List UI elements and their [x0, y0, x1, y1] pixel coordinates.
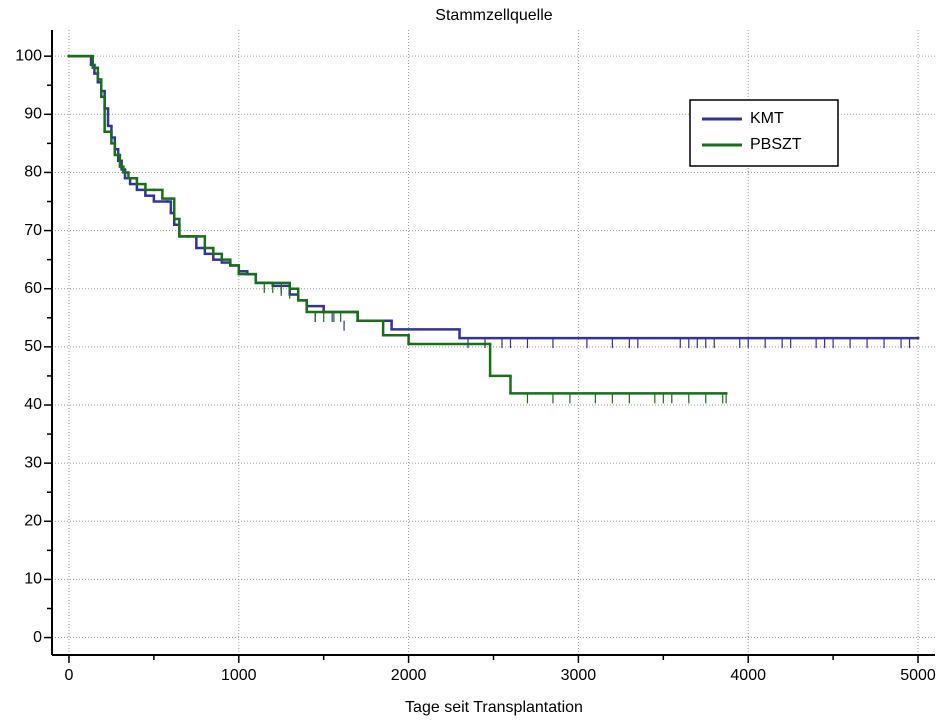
x-tick-label: 1000: [221, 667, 257, 684]
y-tick-label: 50: [24, 338, 42, 355]
legend-label: PBSZT: [750, 136, 802, 153]
y-tick-label: 40: [24, 396, 42, 413]
x-tick-label: 0: [65, 667, 74, 684]
y-tick-label: 100: [15, 47, 42, 64]
series-1: [67, 54, 728, 404]
y-tick-label: 60: [24, 280, 42, 297]
y-tick-label: 20: [24, 512, 42, 529]
x-axis-label: Tage seit Transplantation: [405, 699, 583, 716]
legend-box: [689, 99, 839, 167]
y-tick-label: 90: [24, 106, 42, 123]
y-tick-label: 80: [24, 164, 42, 181]
y-tick-label: 10: [24, 571, 42, 588]
y-tick-label: 0: [33, 629, 42, 646]
y-tick-label: 30: [24, 454, 42, 471]
chart-title: Stammzellquelle: [435, 7, 552, 24]
x-tick-label: 4000: [730, 667, 766, 684]
legend-label: KMT: [750, 110, 784, 127]
x-tick-label: 5000: [900, 667, 936, 684]
x-tick-label: 2000: [391, 667, 427, 684]
y-tick-label: 70: [24, 222, 42, 239]
x-tick-label: 3000: [561, 667, 597, 684]
